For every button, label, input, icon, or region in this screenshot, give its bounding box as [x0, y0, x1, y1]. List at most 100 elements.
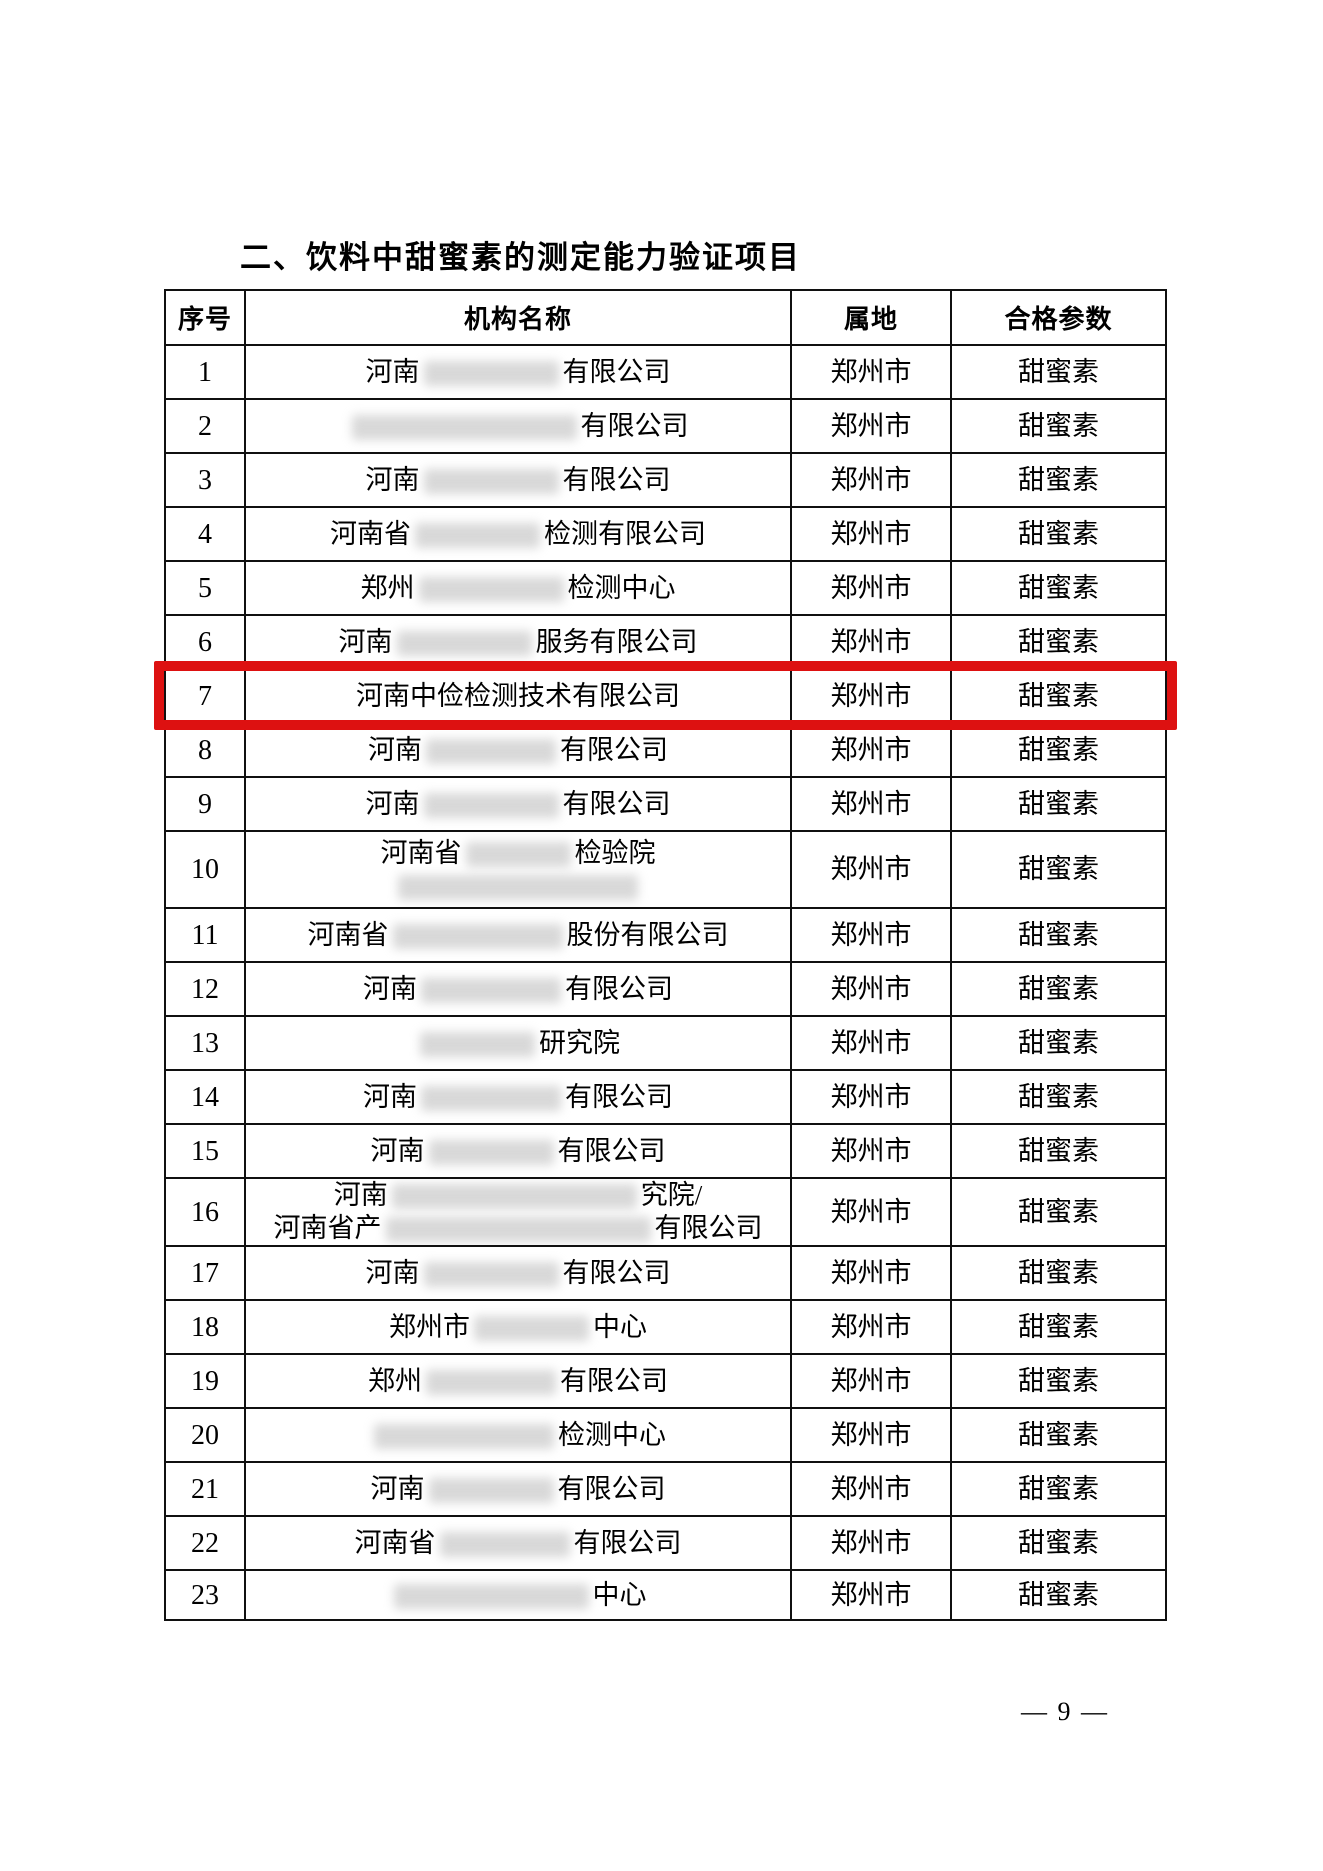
- redacted-text: [423, 360, 559, 386]
- table-row: 21 河南 有限公司 郑州市 甜蜜素: [164, 1461, 1167, 1517]
- institution-name-text: 河南: [370, 1135, 425, 1166]
- qualified-parameter: 甜蜜素: [950, 668, 1167, 724]
- redacted-text: [396, 630, 532, 656]
- row-serial-number: 3: [164, 452, 246, 508]
- location: 郑州市: [790, 722, 952, 778]
- location: 郑州市: [790, 1569, 952, 1621]
- qualified-parameter: 甜蜜素: [950, 560, 1167, 616]
- redacted-text: [428, 1139, 554, 1165]
- institution-name: 河南省 股份有限公司: [244, 907, 792, 963]
- institution-name-text: 河南: [363, 973, 417, 1004]
- redacted-text: [423, 1261, 559, 1287]
- institution-name: 研究院: [244, 1015, 792, 1071]
- qualified-parameter: 甜蜜素: [950, 722, 1167, 778]
- institution-name: 河南 有限公司: [244, 1123, 792, 1179]
- institution-name-text: 河南: [365, 356, 420, 387]
- institution-name-text: 有限公司: [573, 1527, 682, 1558]
- location: 郑州市: [790, 668, 952, 724]
- redacted-text: [474, 1315, 589, 1341]
- institution-name-text: 股份有限公司: [566, 919, 729, 950]
- institution-name-line: 河南 服务有限公司: [247, 626, 789, 659]
- institution-name-line: 郑州市 中心: [247, 1311, 789, 1344]
- institution-name-line: 河南省 有限公司: [247, 1527, 789, 1560]
- header-location: 属地: [790, 289, 952, 346]
- redacted-text: [385, 1217, 651, 1242]
- redacted-text: [439, 1531, 570, 1557]
- institution-name: 河南省 有限公司: [244, 1515, 792, 1571]
- redacted-text: [423, 792, 559, 818]
- section-title: 二、饮料中甜蜜素的测定能力验证项目: [240, 240, 801, 275]
- location: 郑州市: [790, 1015, 952, 1071]
- table-row: 5 郑州 检测中心 郑州市 甜蜜素: [164, 560, 1167, 616]
- qualified-parameter: 甜蜜素: [950, 1177, 1167, 1247]
- institution-name: 河南 有限公司: [244, 1461, 792, 1517]
- redacted-text: [374, 1423, 554, 1449]
- redacted-text: [420, 1031, 535, 1057]
- location: 郑州市: [790, 398, 952, 454]
- institution-name-line: 郑州 检测中心: [247, 572, 789, 605]
- location: 郑州市: [790, 1069, 952, 1125]
- location: 郑州市: [790, 1123, 952, 1179]
- row-serial-number: 12: [164, 961, 246, 1017]
- redacted-text: [426, 1369, 556, 1395]
- row-serial-number: 13: [164, 1015, 246, 1071]
- redacted-text: [392, 923, 563, 949]
- row-serial-number: 5: [164, 560, 246, 616]
- institution-name: 郑州 有限公司: [244, 1353, 792, 1409]
- location: 郑州市: [790, 1515, 952, 1571]
- institution-name-line: 河南 有限公司: [247, 1081, 789, 1114]
- institution-name: 河南 有限公司: [244, 344, 792, 400]
- institution-name-text: 检测中心: [558, 1419, 666, 1450]
- qualified-parameter: 甜蜜素: [950, 830, 1167, 909]
- institution-name-text: 检测中心: [567, 572, 676, 603]
- institution-name-text: 检测有限公司: [544, 518, 706, 549]
- qualified-parameter: 甜蜜素: [950, 1353, 1167, 1409]
- institution-name-text: 中心: [593, 1311, 647, 1342]
- institution-name-line: 河南省 检测有限公司: [247, 518, 789, 551]
- institution-name: 检测中心: [244, 1407, 792, 1463]
- institution-name: 河南 服务有限公司: [244, 614, 792, 670]
- qualified-parameter: 甜蜜素: [950, 452, 1167, 508]
- qualified-parameter: 甜蜜素: [950, 1461, 1167, 1517]
- table-row: 15 河南 有限公司 郑州市 甜蜜素: [164, 1123, 1167, 1179]
- institution-name-line: 郑州 有限公司: [247, 1365, 789, 1398]
- redacted-text: [351, 414, 577, 440]
- institution-name-text: 河南省: [380, 837, 462, 868]
- institution-name-text: 河南省: [354, 1527, 436, 1558]
- redacted-text: [423, 468, 559, 494]
- redacted-text: [465, 841, 571, 867]
- qualified-parameter: 甜蜜素: [950, 614, 1167, 670]
- institution-name-text: 有限公司: [560, 734, 668, 765]
- qualified-parameter: 甜蜜素: [950, 1245, 1167, 1301]
- institution-name-text: 河南: [333, 1180, 388, 1210]
- row-serial-number: 14: [164, 1069, 246, 1125]
- verification-table: 序号 机构名称 属地 合格参数 1 河南 有限公司 郑州市 甜蜜素 2 有限公司 郑州市 甜蜜素…: [164, 289, 1167, 1621]
- institution-name-text: 有限公司: [562, 356, 671, 387]
- institution-name-text: 有限公司: [562, 788, 671, 819]
- qualified-parameter: 甜蜜素: [950, 1515, 1167, 1571]
- institution-name-text: 研究院: [539, 1027, 620, 1058]
- institution-name: 河南 究院/河南省产 有限公司: [244, 1177, 792, 1247]
- redacted-text: [426, 738, 556, 764]
- location: 郑州市: [790, 1299, 952, 1355]
- qualified-parameter: 甜蜜素: [950, 961, 1167, 1017]
- institution-name-text: 有限公司: [557, 1473, 666, 1504]
- redacted-text: [421, 977, 561, 1003]
- row-serial-number: 7: [164, 668, 246, 724]
- institution-name-line: 河南 有限公司: [247, 1257, 789, 1290]
- institution-name-text: 河南: [338, 626, 393, 657]
- header-institution-name: 机构名称: [244, 289, 792, 346]
- qualified-parameter: 甜蜜素: [950, 776, 1167, 832]
- institution-name-line: 河南省 检验院: [247, 837, 789, 870]
- institution-name-line: 河南 究院/: [247, 1180, 789, 1212]
- location: 郑州市: [790, 1245, 952, 1301]
- table-row: 9 河南 有限公司 郑州市 甜蜜素: [164, 776, 1167, 832]
- location: 郑州市: [790, 452, 952, 508]
- institution-name-line: 河南 有限公司: [247, 1473, 789, 1506]
- institution-name-line: 河南 有限公司: [247, 464, 789, 497]
- redacted-text: [421, 1085, 561, 1111]
- institution-name: 中心: [244, 1569, 792, 1621]
- redacted-text: [393, 1583, 589, 1609]
- redacted-text: [418, 576, 564, 602]
- qualified-parameter: 甜蜜素: [950, 1015, 1167, 1071]
